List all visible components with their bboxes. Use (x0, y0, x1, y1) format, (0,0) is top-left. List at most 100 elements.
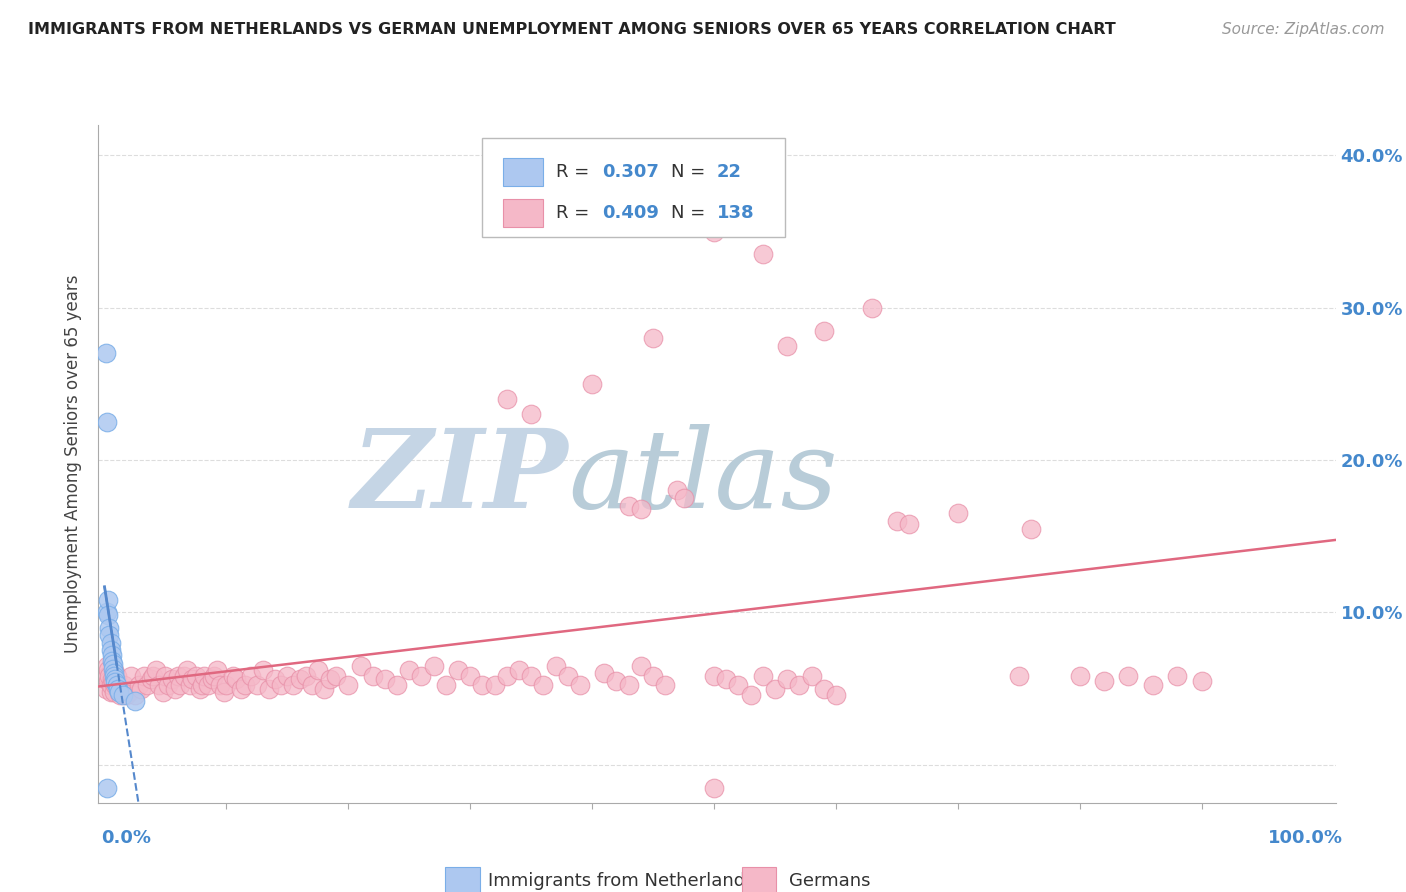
Point (361, 669, 384, 683)
Point (215, 678, 238, 692)
Point (108, 684, 131, 698)
Point (630, 658, 652, 673)
Point (101, 662, 124, 676)
Text: Source: ZipAtlas.com: Source: ZipAtlas.com (1222, 22, 1385, 37)
Point (666, 483, 689, 498)
Point (166, 669, 188, 683)
Point (325, 669, 347, 683)
FancyBboxPatch shape (503, 199, 543, 227)
Point (221, 669, 243, 683)
Point (105, 678, 128, 692)
Point (100, 636, 122, 650)
Point (201, 673, 224, 687)
Point (100, 678, 122, 692)
FancyBboxPatch shape (444, 867, 479, 892)
Text: N =: N = (671, 204, 711, 222)
Point (96, 658, 118, 673)
Point (641, 669, 664, 683)
Text: R =: R = (557, 163, 595, 181)
Point (225, 673, 247, 687)
Point (1008, 669, 1031, 683)
Point (101, 657, 124, 672)
Point (169, 678, 191, 692)
Point (110, 681, 132, 696)
Text: IMMIGRANTS FROM NETHERLANDS VS GERMAN UNEMPLOYMENT AMONG SENIORS OVER 65 YEARS C: IMMIGRANTS FROM NETHERLANDS VS GERMAN UN… (28, 22, 1116, 37)
Point (1142, 678, 1164, 692)
Point (132, 669, 155, 683)
Point (112, 678, 135, 692)
Point (104, 673, 127, 687)
Point (520, 669, 543, 683)
Text: Germans: Germans (789, 871, 870, 889)
Point (160, 673, 183, 687)
Point (862, 301, 884, 315)
Point (96, 669, 118, 683)
Point (946, 507, 969, 521)
Point (1092, 673, 1115, 688)
Point (152, 684, 174, 698)
Point (825, 688, 848, 702)
Point (139, 673, 162, 687)
Point (97, 593, 120, 607)
Point (789, 678, 811, 692)
Point (740, 688, 762, 702)
Point (800, 669, 823, 683)
Point (118, 684, 141, 698)
Point (703, 669, 725, 683)
Point (148, 678, 170, 692)
Point (239, 669, 262, 683)
Point (294, 669, 316, 683)
Point (283, 678, 305, 692)
Point (398, 663, 420, 677)
Text: 100.0%: 100.0% (1268, 830, 1343, 847)
Point (124, 688, 146, 702)
Point (197, 678, 219, 692)
Point (752, 669, 775, 683)
Point (97, 608, 120, 623)
Text: 138: 138 (717, 204, 755, 222)
Point (1166, 669, 1188, 683)
Point (97, 673, 120, 688)
Point (776, 673, 799, 687)
Point (672, 491, 695, 505)
Point (531, 678, 554, 692)
Point (544, 658, 567, 673)
Point (411, 669, 433, 683)
Point (104, 678, 127, 692)
Point (97, 663, 120, 677)
Text: 22: 22 (717, 163, 742, 181)
Point (205, 663, 228, 677)
Point (100, 643, 122, 657)
Point (165, 681, 187, 696)
Point (155, 669, 177, 683)
Point (349, 658, 371, 673)
Text: R =: R = (557, 204, 595, 222)
Point (94, 681, 117, 696)
Point (752, 247, 775, 261)
Point (209, 678, 232, 692)
Point (94, 346, 117, 360)
Point (776, 339, 799, 353)
Text: 0.0%: 0.0% (101, 830, 152, 847)
Point (447, 663, 470, 677)
Point (484, 678, 506, 692)
Point (763, 681, 786, 696)
Point (270, 678, 292, 692)
Point (557, 669, 579, 683)
Point (129, 681, 152, 696)
Point (107, 681, 129, 696)
Point (276, 669, 298, 683)
Point (105, 669, 128, 683)
Point (246, 678, 269, 692)
Point (898, 516, 921, 531)
FancyBboxPatch shape (742, 867, 776, 892)
Point (101, 654, 124, 668)
Point (568, 678, 591, 692)
Point (337, 678, 360, 692)
Point (101, 648, 124, 662)
Point (1118, 669, 1140, 683)
Point (520, 407, 543, 421)
Point (191, 678, 214, 692)
Point (1191, 673, 1213, 688)
Point (422, 658, 444, 673)
